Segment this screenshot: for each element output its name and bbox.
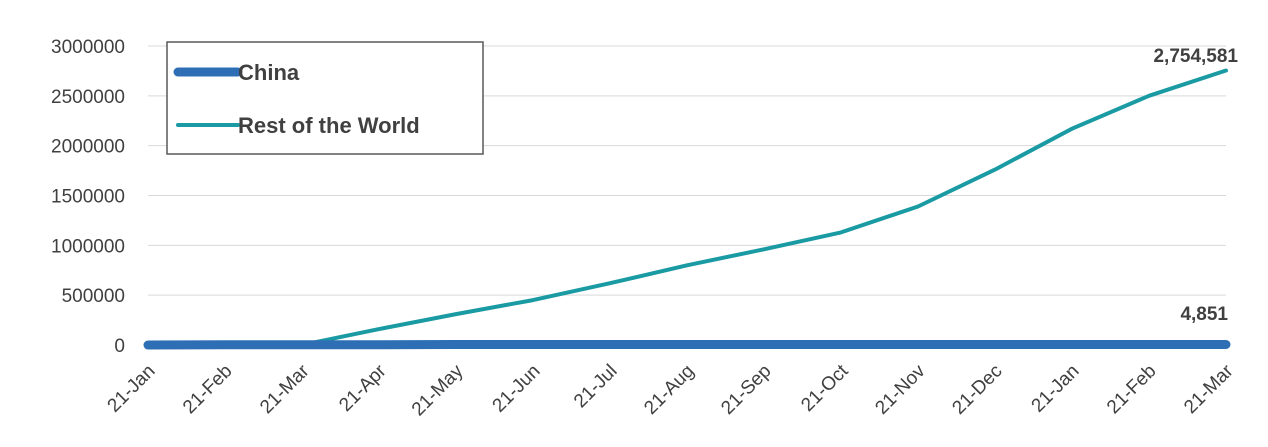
y-axis-ticks: 0 500000 1000000 1500000 2000000 2500000 30000… (51, 37, 125, 357)
x-tick-label: 21-Oct (797, 360, 853, 416)
y-tick-label: 500000 (62, 286, 125, 307)
x-tick-label: 21-Nov (871, 360, 930, 419)
x-tick-label: 21-May (408, 360, 468, 420)
x-tick-label: 21-Jul (570, 361, 621, 412)
data-labels: 2,754,581 4,851 (1153, 46, 1238, 325)
x-tick-label: 21-Aug (640, 361, 698, 419)
y-tick-label: 1000000 (51, 236, 125, 257)
series-lines (143, 68, 1231, 350)
legend: China Rest of the World (166, 41, 484, 155)
x-tick-label: 21-Sep (717, 361, 775, 419)
data-label-rest-of-world: 2,754,581 (1153, 46, 1238, 67)
x-tick-label: 21-Feb (179, 361, 236, 418)
y-tick-label: 1500000 (51, 187, 125, 208)
legend-label-china: China (238, 60, 300, 85)
y-tick-label: 3000000 (51, 37, 125, 58)
y-tick-label: 2000000 (51, 137, 125, 158)
x-tick-label: 21-Jan (104, 361, 160, 417)
x-axis-ticks: 21-Jan 21-Feb 21-Mar 21-Apr 21-May 21-Jun 21-J… (104, 360, 1238, 420)
legend-box (166, 41, 484, 155)
x-tick-label: 21-Mar (256, 360, 314, 418)
legend-label-rest-of-world: Rest of the World (238, 113, 420, 138)
data-label-china: 4,851 (1180, 304, 1228, 325)
x-tick-label: 21-Apr (335, 360, 391, 416)
x-tick-label: 21-Feb (1103, 361, 1160, 418)
x-tick-label: 21-Jan (1028, 361, 1084, 417)
x-tick-label: 21-Jun (489, 361, 545, 417)
y-tick-label: 2500000 (51, 87, 125, 108)
series-line-china (143, 340, 1231, 350)
series-line-rest-of-world (146, 68, 1228, 347)
x-tick-label: 21-Mar (1180, 360, 1238, 418)
x-tick-label: 21-Dec (948, 361, 1006, 419)
y-tick-label: 0 (114, 336, 125, 357)
